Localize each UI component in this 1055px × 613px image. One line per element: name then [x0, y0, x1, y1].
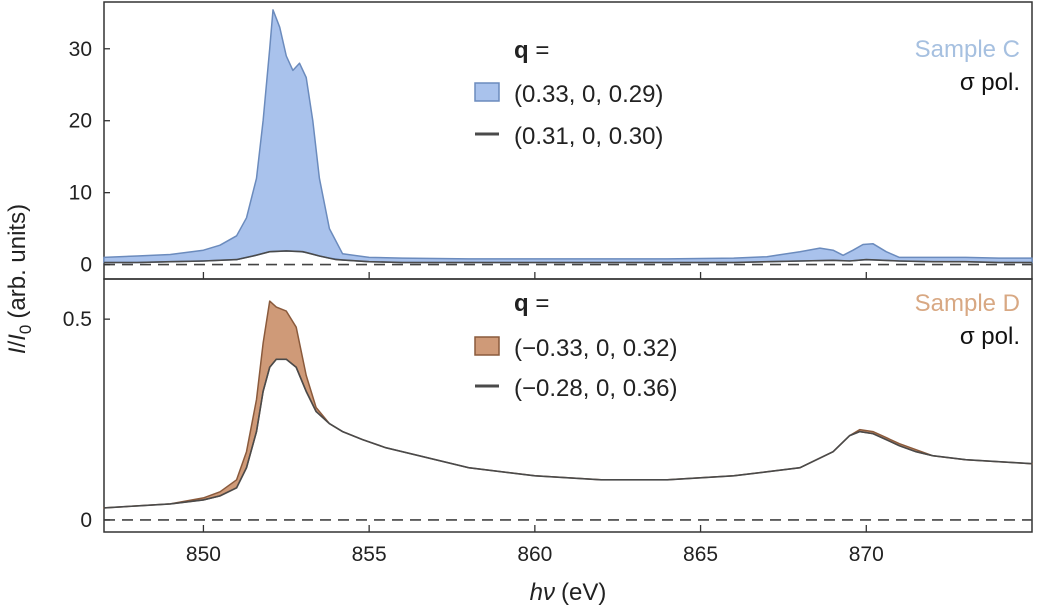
- xtick-label: 860: [517, 543, 552, 566]
- y-axis-label-den: I: [4, 334, 31, 341]
- bottom-filled-series-area: [103, 300, 1033, 509]
- bottom-ytick-label: 0.5: [63, 308, 92, 331]
- top-ytick-label: 30: [69, 38, 92, 61]
- top-legend-title-eq: =: [529, 37, 550, 64]
- xtick-label: 850: [186, 543, 221, 566]
- top-ytick-label: 10: [69, 182, 92, 205]
- top-legend-title-q: q: [514, 37, 529, 64]
- x-axis-label-unit: (eV): [561, 579, 606, 606]
- xtick-label: 855: [352, 543, 387, 566]
- top-legend-fill-label: (0.33, 0, 0.29): [514, 81, 663, 108]
- y-axis-label: I/I0(arb. units): [4, 204, 35, 354]
- y-axis-label-units: (arb. units): [4, 204, 31, 319]
- bottom-line-series: [103, 358, 1033, 509]
- legends: q = (0.33, 0, 0.29) (0.31, 0, 0.30) q = (−0.…: [474, 37, 677, 402]
- y-axis-label-slash: /: [4, 340, 31, 347]
- top-panel-plot: 0 10 20 30 Sample C σ pol.: [69, 9, 1033, 277]
- x-axis-label: hν (eV): [530, 579, 607, 606]
- top-legend-line-label: (0.31, 0, 0.30): [514, 123, 663, 150]
- bottom-legend-line-label: (−0.28, 0, 0.36): [514, 375, 677, 402]
- top-line-series: [104, 250, 1032, 264]
- top-sample-label: Sample C: [915, 36, 1020, 63]
- top-ytick-label: 20: [69, 110, 92, 133]
- bottom-legend-title: q =: [514, 290, 549, 317]
- x-axis-ticks: 850 855 860 865 870: [186, 272, 884, 566]
- bottom-sample-label: Sample D: [915, 290, 1020, 317]
- xtick-label: 870: [849, 543, 884, 566]
- y-axis-label-num: I: [4, 347, 31, 354]
- y-axis-label-sub: 0: [16, 325, 35, 334]
- bottom-panel-frame: [103, 278, 1033, 533]
- bottom-legend-fill-swatch: [474, 336, 500, 356]
- bottom-legend-title-q: q: [514, 290, 529, 317]
- bottom-panel-plot: 0 0.5 Sample D σ pol.: [63, 290, 1033, 532]
- xtick-label: 865: [683, 543, 718, 566]
- bottom-legend-fill-label: (−0.33, 0, 0.32): [514, 335, 677, 362]
- top-pol-label: σ pol.: [960, 69, 1020, 96]
- bottom-ytick-label: 0: [80, 509, 92, 532]
- top-legend-fill-swatch: [474, 82, 500, 102]
- top-ytick-label: 0: [80, 254, 92, 277]
- top-legend-title: q =: [514, 37, 549, 64]
- bottom-legend-title-eq: =: [529, 290, 550, 317]
- bottom-pol-label: σ pol.: [960, 323, 1020, 350]
- x-axis-label-var: hν: [530, 579, 555, 606]
